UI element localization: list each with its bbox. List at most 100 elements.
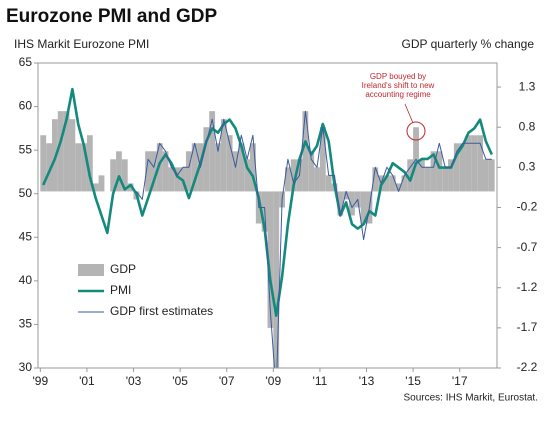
bar: [273, 191, 280, 368]
bar: [453, 143, 460, 192]
y-tick-label: 60: [19, 99, 33, 113]
bar: [238, 143, 245, 192]
bar: [86, 135, 93, 192]
x-tick-label: '15: [405, 374, 421, 388]
bar: [191, 143, 198, 192]
bar: [459, 143, 466, 192]
x-tick-label: '17: [452, 374, 468, 388]
x-tick-label: '05: [172, 374, 188, 388]
bar: [314, 167, 320, 192]
bar: [250, 143, 256, 192]
y2-tick-label: -0.2: [517, 200, 538, 214]
bar: [389, 175, 396, 192]
bar: [116, 151, 122, 192]
bar: [69, 119, 76, 192]
bar: [168, 167, 175, 192]
bar: [477, 135, 484, 192]
x-tick-label: '11: [313, 374, 328, 388]
bar: [156, 143, 163, 192]
y2-tick-label: -0.7: [517, 240, 538, 254]
bar: [267, 191, 274, 328]
bar: [81, 143, 87, 192]
bar: [436, 151, 443, 192]
plot-area: [40, 87, 495, 368]
bar: [418, 159, 425, 192]
x-tick-label: '03: [126, 374, 142, 388]
bar: [337, 191, 344, 216]
bar: [46, 143, 52, 192]
bar: [209, 111, 216, 192]
y-axis-label: IHS Markit Eurozone PMI: [14, 37, 149, 51]
bar: [145, 151, 152, 192]
bar: [151, 151, 157, 192]
bar: [75, 143, 82, 192]
y2-axis-label: GDP quarterly % change: [401, 37, 534, 51]
bar: [395, 183, 402, 192]
bar: [215, 143, 221, 192]
bar: [302, 111, 309, 192]
y2-tick-label: 1.3: [519, 79, 536, 93]
y-tick-label: 40: [19, 273, 33, 287]
line: [135, 110, 492, 368]
y2-tick-label: -1.7: [517, 320, 538, 334]
bar: [232, 151, 239, 192]
bar: [308, 151, 315, 192]
bar: [465, 135, 472, 192]
legend-label: GDP: [110, 262, 136, 276]
x-tick-label: '01: [79, 374, 95, 388]
x-tick-label: '99: [33, 374, 49, 388]
annotation-circle: [406, 121, 426, 141]
annotation: accounting regime: [365, 90, 431, 99]
chart-title: Eurozone PMI and GDP: [6, 6, 217, 27]
bar: [407, 159, 414, 192]
y2-tick-label: 0.8: [519, 119, 536, 133]
bar: [343, 191, 350, 200]
bar: [57, 111, 64, 192]
bar: [244, 159, 251, 192]
annotation-pointer: [404, 103, 414, 124]
y2-tick-label: -1.2: [517, 280, 538, 294]
bar: [372, 167, 379, 192]
bar: [203, 127, 210, 192]
annotation: GDP bouyed by: [370, 72, 426, 81]
bar: [162, 151, 169, 192]
legend-label: GDP first estimates: [110, 304, 213, 318]
x-tick-label: '13: [359, 374, 375, 388]
plot-frame: [37, 62, 498, 369]
bar: [92, 183, 99, 192]
bar: [319, 127, 326, 192]
bar: [349, 191, 355, 216]
bar: [290, 159, 297, 192]
y-tick-label: 65: [19, 55, 33, 69]
y-tick-label: 30: [19, 360, 33, 374]
bar: [424, 167, 431, 192]
bar: [121, 159, 128, 192]
bar: [360, 191, 367, 224]
y2-tick-label: 0.3: [519, 160, 536, 174]
bar: [127, 183, 134, 192]
bar: [40, 135, 47, 192]
bar: [430, 151, 437, 192]
bar: [226, 135, 233, 192]
y-tick-label: 50: [19, 186, 33, 200]
bar: [185, 151, 192, 192]
bar: [110, 159, 117, 192]
bar: [325, 175, 332, 192]
y-tick-label: 45: [19, 229, 33, 243]
bar: [448, 159, 454, 192]
y2-tick-label: -2.2: [517, 360, 538, 374]
source: Sources: IHS Markit, Eurostat.: [404, 393, 539, 404]
bar: [63, 111, 70, 192]
bar: [284, 167, 291, 192]
bar: [174, 167, 181, 192]
x-tick-label: '07: [219, 374, 235, 388]
bar: [483, 159, 489, 192]
bar: [442, 167, 449, 192]
bar: [401, 175, 408, 192]
bar: [383, 175, 390, 192]
y-tick-label: 35: [19, 317, 33, 331]
legend-label: PMI: [110, 283, 131, 297]
bar: [488, 159, 495, 192]
bar: [98, 175, 105, 192]
